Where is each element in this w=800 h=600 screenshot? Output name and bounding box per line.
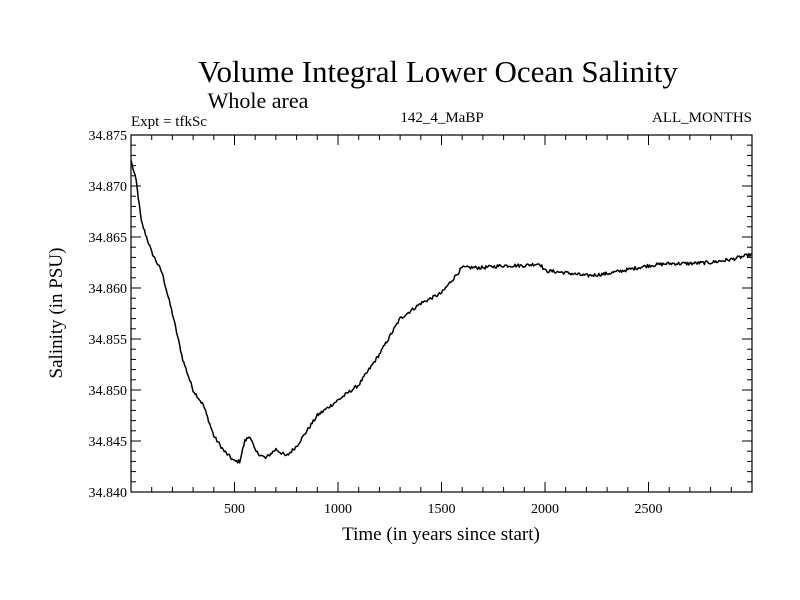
x-tick-label: 1500 [428, 502, 456, 517]
chart-title: Volume Integral Lower Ocean Salinity [198, 54, 678, 89]
x-axis: 500 1000 1500 2000 2500 [151, 135, 732, 517]
y-tick-label: 34.840 [89, 486, 128, 501]
y-tick-label: 34.860 [89, 282, 128, 297]
y-axis: 34.840 34.845 34.850 34.855 34.860 34.865 34.8… [89, 129, 752, 501]
y-tick-label: 34.875 [89, 129, 128, 144]
x-tick-label: 2000 [531, 502, 559, 517]
x-axis-label: Time (in years since start) [342, 524, 540, 545]
y-tick-label: 34.845 [89, 435, 128, 450]
series-layer [130, 160, 753, 464]
y-tick-label: 34.870 [89, 180, 128, 195]
months-label: ALL_MONTHS [652, 110, 752, 126]
y-tick-label: 34.850 [89, 384, 128, 399]
series-line-salinity [130, 160, 753, 464]
x-tick-label: 1000 [324, 502, 352, 517]
x-tick-label: 2500 [635, 502, 663, 517]
y-tick-label: 34.855 [89, 333, 128, 348]
chart-subtitle: Whole area [208, 88, 309, 113]
x-tick-label: 500 [224, 502, 245, 517]
plot-frame [130, 134, 753, 493]
y-axis-label: Salinity (in PSU) [46, 248, 67, 379]
run-id-label: 142_4_MaBP [400, 110, 483, 126]
y-tick-label: 34.865 [89, 231, 128, 246]
expt-label: Expt = tfkSc [131, 114, 207, 130]
